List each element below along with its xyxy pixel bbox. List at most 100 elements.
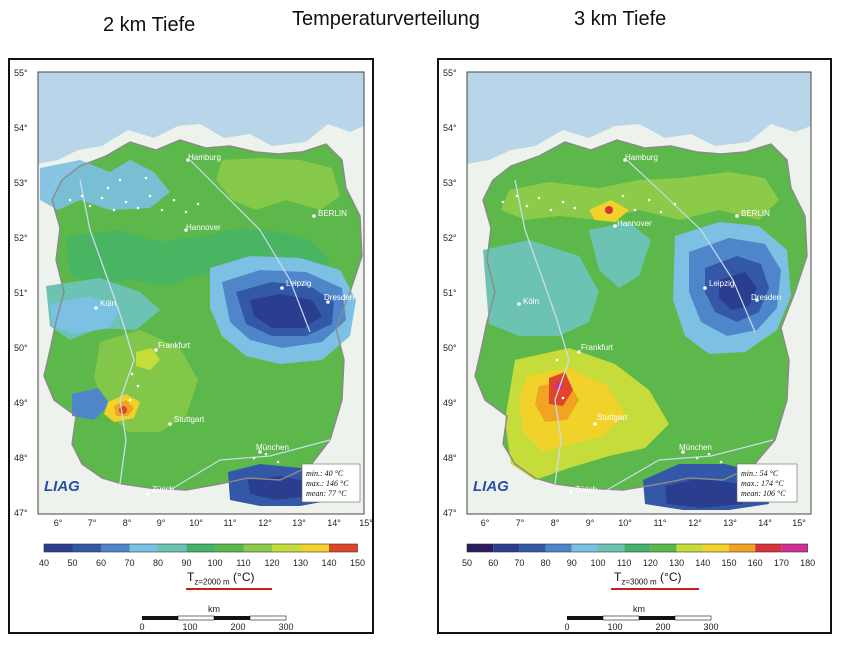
colorbar-tick: 150 xyxy=(350,558,365,568)
right-map-panel: 55° 54° 53° 52° 51° 50° 49° 48° 47° 6° 7… xyxy=(437,58,832,634)
contour-100-central xyxy=(589,222,651,288)
colorbar-swatch xyxy=(300,544,329,552)
lon-tick: 14° xyxy=(758,518,772,528)
left-map-figure: 55° 54° 53° 52° 51° 50° 49° 48° 47° 6° 7… xyxy=(14,68,372,632)
borehole-dot xyxy=(515,194,519,198)
colorbar-swatch xyxy=(329,544,358,552)
lat-tick: 50° xyxy=(443,343,457,353)
city-marker xyxy=(517,302,521,306)
borehole-dot xyxy=(573,206,577,210)
city-koeln: Köln xyxy=(100,299,116,308)
borehole-dot xyxy=(136,206,140,210)
contour-70-west xyxy=(50,296,120,334)
colorbar-swatch xyxy=(129,544,158,552)
scale-tick: 100 xyxy=(182,622,197,632)
colorbar-frame xyxy=(466,543,808,553)
km-scale: km 0 100 200 300 xyxy=(139,604,293,632)
borehole-dot xyxy=(128,398,132,402)
borehole-dot xyxy=(106,186,110,190)
logo-background xyxy=(469,474,521,496)
logo-text: LIAG xyxy=(473,478,509,495)
city-berlin: BERLIN xyxy=(318,209,347,218)
borehole-dot xyxy=(647,198,651,202)
lat-tick: 47° xyxy=(443,508,457,518)
stats-background xyxy=(301,463,361,503)
colorbar-frame xyxy=(43,543,358,553)
colorbar-swatch xyxy=(243,544,272,552)
lat-tick: 51° xyxy=(14,288,28,298)
colorbar-tick: 70 xyxy=(124,558,134,568)
colorbar-swatch xyxy=(676,544,703,552)
city-hamburg: Hamburg xyxy=(188,153,221,162)
borehole-dot xyxy=(276,460,280,464)
borehole-dot xyxy=(172,198,176,202)
colorbar-tick: 90 xyxy=(567,558,577,568)
borehole-dot xyxy=(80,194,84,198)
colorbar-tick: 100 xyxy=(590,558,605,568)
city-zuerich: Zürich xyxy=(575,485,597,494)
scale-segment xyxy=(142,616,178,620)
lon-tick: 8° xyxy=(551,518,560,528)
stats-box: min.: 54 °C max.: 174 °C mean: 106 °C xyxy=(736,463,798,503)
borehole-dot xyxy=(136,384,140,388)
stat-max: max.: 174 °C xyxy=(741,479,784,488)
lat-tick: 51° xyxy=(443,288,457,298)
city-marker xyxy=(755,298,759,302)
latitude-ticks: 55° 54° 53° 52° 51° 50° 49° 48° 47° xyxy=(14,68,28,518)
lat-tick: 48° xyxy=(14,453,28,463)
city-dresden: Dresden xyxy=(751,293,781,302)
lat-tick: 54° xyxy=(443,123,457,133)
stat-mean: mean: 106 °C xyxy=(741,489,786,498)
colorbar-tick: 120 xyxy=(264,558,279,568)
colorbar-swatch xyxy=(781,544,808,552)
river-danube xyxy=(169,439,331,491)
contour-120-frankfurt xyxy=(136,348,160,370)
scale-segment xyxy=(639,616,675,620)
colorbar-tick: 80 xyxy=(153,558,163,568)
city-marker xyxy=(312,214,316,218)
lat-tick: 55° xyxy=(443,68,457,78)
axis-label-unit: (°C) xyxy=(660,570,682,584)
lon-tick: 13° xyxy=(292,518,306,528)
colorbar-swatch xyxy=(729,544,756,552)
logo-text: LIAG xyxy=(44,478,80,495)
lat-tick: 55° xyxy=(14,68,28,78)
right-map-figure: 55° 54° 53° 52° 51° 50° 49° 48° 47° 6° 7… xyxy=(443,68,815,632)
scale-segment xyxy=(214,616,250,620)
colorbar-tick: 80 xyxy=(541,558,551,568)
axis-label-underline xyxy=(611,588,699,590)
lat-tick: 53° xyxy=(443,178,457,188)
map-frame xyxy=(37,71,365,515)
scale-tick: 0 xyxy=(139,622,144,632)
city-marker xyxy=(613,224,617,228)
borehole-dot xyxy=(144,176,148,180)
colorbar-tick: 140 xyxy=(695,558,710,568)
lon-tick: 12° xyxy=(688,518,702,528)
contour-40-east xyxy=(250,294,322,328)
colorbar-tick: 60 xyxy=(96,558,106,568)
river-rhine xyxy=(514,179,570,485)
borehole-dot xyxy=(707,452,711,456)
lon-tick: 14° xyxy=(327,518,341,528)
stat-min: min.: 54 °C xyxy=(741,469,779,478)
lon-tick: 7° xyxy=(88,518,97,528)
colorbar-tick: 70 xyxy=(514,558,524,568)
city-hamburg: Hamburg xyxy=(625,153,658,162)
borehole-dot xyxy=(501,200,505,204)
colorbar-axis-label: Tz=2000 m (°C) xyxy=(187,570,255,586)
axis-label-sub: z=2000 m xyxy=(194,577,230,587)
longitude-ticks: 6° 7° 8° 9° 10° 11° 12° 13° 14° 15° xyxy=(481,518,807,528)
colorbar-ticks: 50 60 70 80 90 100 110 120 130 140 150 1… xyxy=(462,558,815,568)
lat-tick: 49° xyxy=(443,398,457,408)
lat-tick: 48° xyxy=(443,453,457,463)
axis-label-underline xyxy=(186,588,272,590)
borehole-dot xyxy=(719,460,723,464)
colorbar-tick: 130 xyxy=(293,558,308,568)
liag-logo: LIAG xyxy=(40,474,92,496)
borehole-dot xyxy=(148,194,152,198)
scale-title: km xyxy=(208,604,220,614)
contour-150-hotspot xyxy=(119,406,127,414)
city-leipzig: Leipzig xyxy=(286,279,311,288)
colorbar-swatch xyxy=(493,544,520,552)
borehole-dot xyxy=(88,204,92,208)
